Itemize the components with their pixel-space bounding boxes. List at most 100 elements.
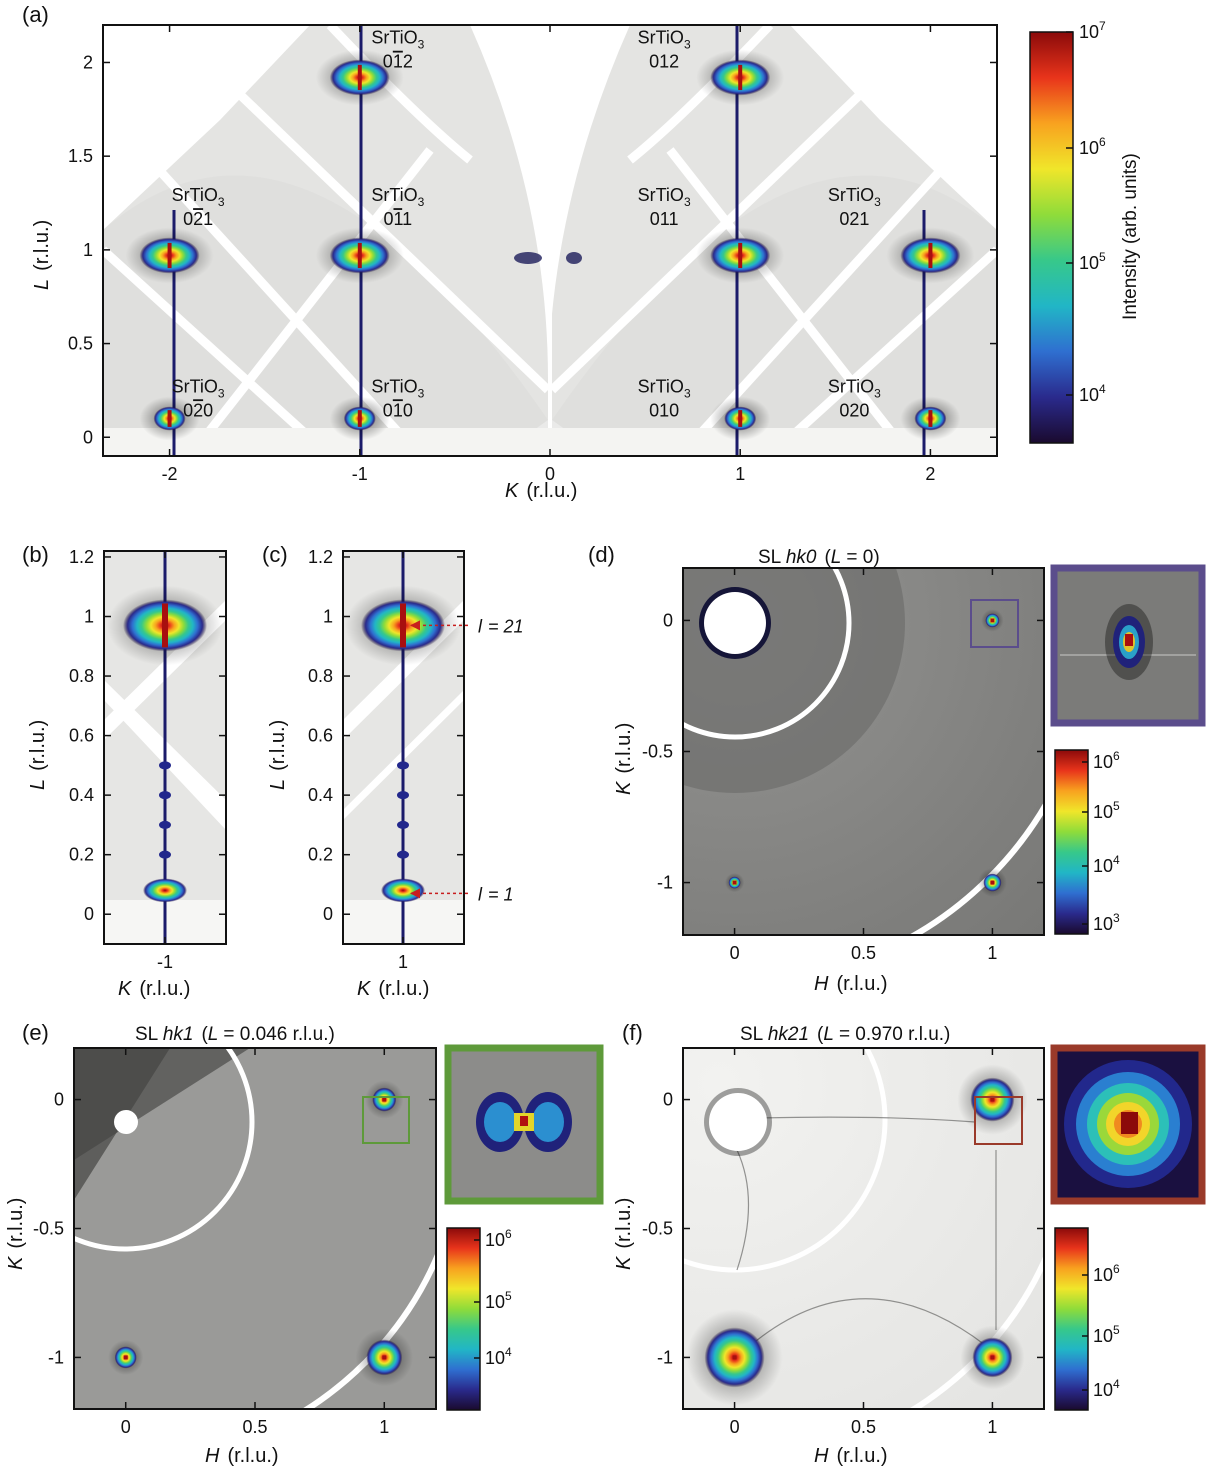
- panel-e: (e) SL hk1 (L = 0.046 r.l.u.) 0 0.5 1 0 -0.5 -1…: [5, 1020, 604, 1467]
- d-yticklabel-2: -1: [657, 873, 673, 893]
- c-xticklabel-0: 1: [398, 952, 408, 972]
- xlabel-c: K (r.l.u.): [357, 978, 429, 1000]
- annotation-a-miller-2: 011: [650, 209, 679, 229]
- panel-label-c: (c): [262, 542, 288, 567]
- ylabel-d: K(r.l.u.): [613, 723, 635, 795]
- colorbar-d-ticklabel-1: 105: [1093, 799, 1120, 822]
- d-xticklabel-1: 0.5: [851, 943, 876, 963]
- annotation-a-miller-3: 021: [839, 209, 869, 229]
- peak-core-a-2: [738, 410, 743, 427]
- arrowhead-c-0: [410, 620, 420, 631]
- fringe-b-3: [159, 761, 171, 770]
- peak-core-a-5: [357, 242, 362, 269]
- annotation-a-4: SrTiO3: [371, 28, 424, 52]
- f-yticklabel-2: -1: [657, 1347, 673, 1367]
- colorbar-f-ticklabel-2: 104: [1093, 1377, 1120, 1400]
- panel-label-e: (e): [22, 1020, 49, 1045]
- peak-core-f-1: [732, 1355, 737, 1360]
- a-yticklabel-0: 0: [83, 427, 93, 447]
- peak-core-a-4: [167, 242, 172, 269]
- e-xticklabel-1: 0.5: [242, 1417, 267, 1437]
- fringe-b-1: [159, 820, 171, 829]
- a-xticklabel-3: 1: [735, 464, 745, 484]
- b-yticklabel-5: 1: [84, 607, 94, 627]
- colorbar-a: [1029, 31, 1074, 444]
- peak-core-e-2: [382, 1355, 387, 1360]
- colorbar-a-ticklabel-0: 107: [1079, 19, 1106, 42]
- ylabel-a: L(r.l.u.): [31, 220, 53, 290]
- panel-f: (f) SL hk21 (L = 0.970 r.l.u.) 0 0.5 1 0 -0.5 -…: [613, 1020, 1206, 1467]
- xlabel-f: H (r.l.u.): [814, 1445, 888, 1467]
- b-xticklabel-0: -1: [157, 952, 173, 972]
- annotation-a-1: SrTiO3: [371, 185, 424, 209]
- c-yticklabel-3: 0.6: [308, 726, 333, 746]
- annotation-a-0: SrTiO3: [172, 185, 225, 209]
- colorbar-a-ticklabel-2: 105: [1079, 250, 1106, 273]
- colorbar-d-ticklabel-0: 106: [1093, 749, 1120, 772]
- annotation-c-1: l = 1: [478, 884, 514, 904]
- a-xticklabel-0: -2: [162, 464, 178, 484]
- xlabel-e: H (r.l.u.): [205, 1445, 279, 1467]
- peak-core-a-6: [738, 242, 743, 269]
- e-yticklabel-1: -0.5: [33, 1219, 64, 1239]
- fringe-b-0: [159, 850, 171, 859]
- d-xticklabel-2: 1: [987, 943, 997, 963]
- title-f: SL hk21 (L = 0.970 r.l.u.): [740, 1024, 950, 1045]
- e-xticklabel-2: 1: [379, 1417, 389, 1437]
- annotation-a-7: SrTiO3: [371, 376, 424, 400]
- peak-b-1: [143, 878, 187, 903]
- colorbar-f-ticklabel-0: 106: [1093, 1262, 1120, 1285]
- peak-core-d-2: [990, 880, 995, 885]
- a-xticklabel-2: 0: [545, 464, 555, 484]
- arrowhead-c-1: [410, 888, 420, 899]
- annotation-a-9: SrTiO3: [828, 376, 881, 400]
- annotation-a-miller-8: 010: [649, 400, 679, 420]
- annotation-a-2: SrTiO3: [638, 185, 691, 209]
- f-xticklabel-2: 1: [987, 1417, 997, 1437]
- ylabel-b: L(r.l.u.): [27, 720, 49, 790]
- a-yticklabel-4: 2: [83, 52, 93, 72]
- ylabel-c: L(r.l.u.): [267, 720, 289, 790]
- panel-d: (d) SL hk0 (L = 0) 0 0.5 10-0.5-1 H (r.l.u.) …: [588, 542, 1206, 995]
- annotation-a-5: SrTiO3: [638, 28, 691, 52]
- e-yticklabel-0: 0: [54, 1090, 64, 1110]
- e-yticklabel-2: -1: [48, 1347, 64, 1367]
- peak-core-f-0: [990, 1097, 995, 1102]
- colorbar-e-ticklabel-0: 106: [485, 1227, 512, 1250]
- xlabel-b: K (r.l.u.): [118, 978, 190, 1000]
- c-yticklabel-5: 1: [323, 607, 333, 627]
- peak-core-a-0: [167, 410, 172, 427]
- annotation-a-miller-5: 012: [649, 52, 679, 72]
- a-xticklabel-4: 2: [925, 464, 935, 484]
- fringe-c-2: [397, 791, 409, 800]
- c-yticklabel-2: 0.4: [308, 785, 333, 805]
- fringe-c-0: [397, 850, 409, 859]
- colorbar-f: [1054, 1227, 1089, 1411]
- d-yticklabel-0: 0: [663, 610, 673, 630]
- fringe-c-3: [397, 761, 409, 770]
- peak-core-a-1: [357, 410, 362, 427]
- panel-label-d: (d): [588, 542, 615, 567]
- peak-core-f-2: [990, 1355, 995, 1360]
- annotation-a-6: SrTiO3: [172, 376, 225, 400]
- annotation-a-miller-9: 020: [839, 400, 869, 420]
- colorbar-a-ticklabel-3: 104: [1079, 382, 1106, 405]
- annotation-a-miller-7: 010: [383, 400, 413, 420]
- fringe-c-1: [397, 820, 409, 829]
- peak-core-a-8: [357, 64, 362, 91]
- annotation-a-miller-0: 021: [183, 209, 213, 229]
- colorbar-label-a: Intensity (arb. units): [1120, 153, 1141, 320]
- c-yticklabel-1: 0.2: [308, 845, 333, 865]
- colorbar-a-ticklabel-1: 106: [1079, 135, 1106, 158]
- peak-core-d-0: [990, 618, 995, 623]
- xlabel-a: K (r.l.u.): [505, 480, 577, 502]
- title-e: SL hk1 (L = 0.046 r.l.u.): [135, 1024, 335, 1045]
- colorbar-d: [1054, 749, 1089, 935]
- annotation-a-miller-6: 020: [183, 400, 213, 420]
- peak-core-b-0: [162, 603, 168, 648]
- panel-label-b: (b): [22, 542, 49, 567]
- annotation-a-8: SrTiO3: [638, 376, 691, 400]
- annotation-c-0: l = 21: [478, 616, 524, 636]
- colorbar-e-ticklabel-1: 105: [485, 1289, 512, 1312]
